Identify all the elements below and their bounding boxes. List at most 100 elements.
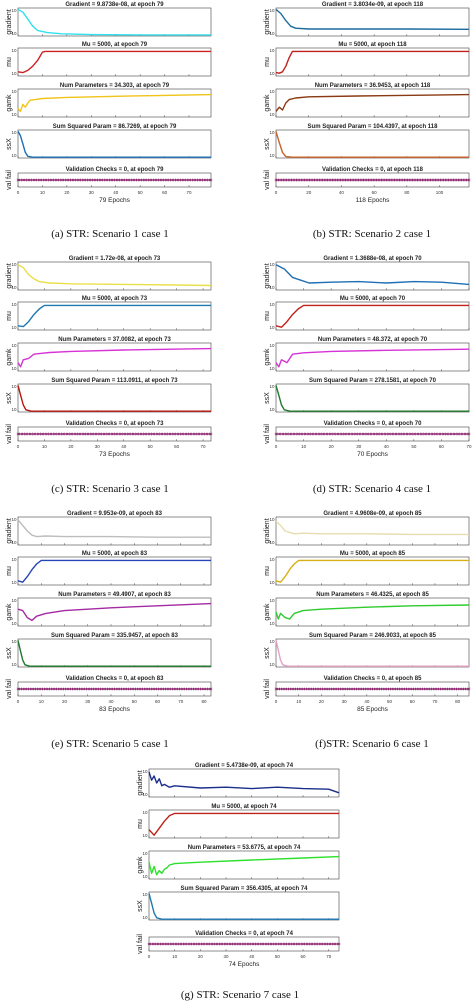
y-axis-label: gamk xyxy=(6,348,13,366)
series-line xyxy=(17,519,211,538)
data-marker xyxy=(209,432,213,436)
subplot-title: Gradient = 5.4738e-09, at epoch 74 xyxy=(195,763,294,769)
axes-frame xyxy=(17,638,212,668)
y-axis-label: val fail xyxy=(264,424,271,444)
x-tick-label: 0 xyxy=(275,699,278,704)
data-marker xyxy=(288,687,292,691)
data-marker xyxy=(97,687,101,691)
data-marker xyxy=(31,178,35,182)
data-marker xyxy=(150,178,154,182)
data-marker xyxy=(75,178,79,182)
data-marker xyxy=(406,687,410,691)
data-marker xyxy=(69,432,73,436)
data-marker xyxy=(193,942,197,946)
data-marker xyxy=(324,687,328,691)
data-marker xyxy=(24,432,28,436)
data-marker xyxy=(365,687,369,691)
data-marker xyxy=(463,687,466,691)
data-marker xyxy=(318,432,322,436)
data-marker xyxy=(306,942,310,946)
data-marker xyxy=(363,687,367,691)
x-tick-label: 20 xyxy=(198,954,204,959)
y-tick-label: 10 xyxy=(269,639,275,644)
data-marker xyxy=(45,178,49,182)
data-marker xyxy=(36,178,39,182)
data-marker xyxy=(74,432,78,436)
data-marker xyxy=(136,178,140,182)
data-marker xyxy=(229,942,233,946)
y-tick-label: 10 xyxy=(269,130,275,135)
series-line xyxy=(275,385,469,412)
data-marker xyxy=(124,432,128,436)
data-marker xyxy=(146,432,149,436)
data-marker xyxy=(426,432,430,436)
data-marker xyxy=(304,687,307,691)
data-marker xyxy=(219,942,223,946)
data-marker xyxy=(72,432,75,436)
y-tick-label: 10 xyxy=(11,130,17,135)
figure-caption: (d) STR: Scenario 4 case 1 xyxy=(313,483,431,495)
y-axis-label: val fail xyxy=(137,934,144,954)
subplot-title: Validation Checks = 0, at epoch 74 xyxy=(195,931,294,937)
y-axis-label: gamk xyxy=(6,603,13,621)
y-axis-label: mu xyxy=(137,819,144,829)
y-axis-label: val fail xyxy=(264,679,271,699)
data-marker xyxy=(44,687,48,691)
data-marker xyxy=(369,687,373,691)
data-marker xyxy=(127,432,131,436)
x-tick-label: 10 xyxy=(172,954,178,959)
data-marker xyxy=(335,432,339,436)
data-marker xyxy=(426,687,430,691)
y-axis-label: mu xyxy=(6,566,13,576)
y-tick-label: 10 xyxy=(11,262,17,267)
x-tick-label: 30 xyxy=(356,444,362,449)
data-marker xyxy=(93,432,97,436)
data-marker xyxy=(146,178,149,182)
data-marker xyxy=(413,687,416,691)
data-marker xyxy=(360,432,363,436)
y-tick-label: 10 xyxy=(142,769,148,774)
x-tick-label: 20 xyxy=(62,699,68,704)
y-axis-label: mu xyxy=(264,566,271,576)
data-marker xyxy=(90,432,94,436)
subplot-title: Sum Squared Param = 113.0911, at epoch 7… xyxy=(51,378,178,384)
subplot-title: Mu = 5000, at epoch 73 xyxy=(82,296,148,302)
data-marker xyxy=(431,432,435,436)
x-axis-label: 79 Epochs xyxy=(99,197,130,204)
y-axis-label: gradient xyxy=(264,518,271,543)
data-marker xyxy=(296,942,300,946)
data-marker xyxy=(356,687,360,691)
data-marker xyxy=(390,687,394,691)
axes-frame xyxy=(17,342,212,372)
data-marker xyxy=(28,178,32,182)
data-marker xyxy=(132,687,136,691)
subplot-title: Sum Squared Param = 104.4397, at epoch 1… xyxy=(308,124,439,130)
data-marker xyxy=(376,432,380,436)
axes-frame xyxy=(17,383,212,413)
data-marker xyxy=(180,432,184,436)
x-axis-label: 74 Epochs xyxy=(229,961,260,968)
data-marker xyxy=(168,178,171,182)
subplot-title: Mu = 5000, at epoch 74 xyxy=(211,804,277,810)
data-marker xyxy=(40,432,44,436)
data-marker xyxy=(420,432,424,436)
y-tick-label: 10 xyxy=(11,8,17,13)
x-tick-label: 70 xyxy=(178,699,184,704)
data-marker xyxy=(333,687,337,691)
data-marker xyxy=(175,178,179,182)
data-marker xyxy=(21,687,25,691)
data-marker xyxy=(141,178,145,182)
data-marker xyxy=(195,687,199,691)
data-marker xyxy=(311,942,315,946)
data-marker xyxy=(151,687,155,691)
data-marker xyxy=(60,687,64,691)
y-tick-label: 10 xyxy=(11,517,17,522)
data-marker xyxy=(187,178,191,182)
data-marker xyxy=(100,687,104,691)
data-marker xyxy=(178,942,182,946)
subplot-title: Sum Squared Param = 356.4305, at epoch 7… xyxy=(181,886,309,892)
y-tick-label: 10 xyxy=(11,153,17,158)
data-marker xyxy=(309,942,313,946)
y-axis-label: mu xyxy=(6,57,13,67)
data-marker xyxy=(60,178,64,182)
